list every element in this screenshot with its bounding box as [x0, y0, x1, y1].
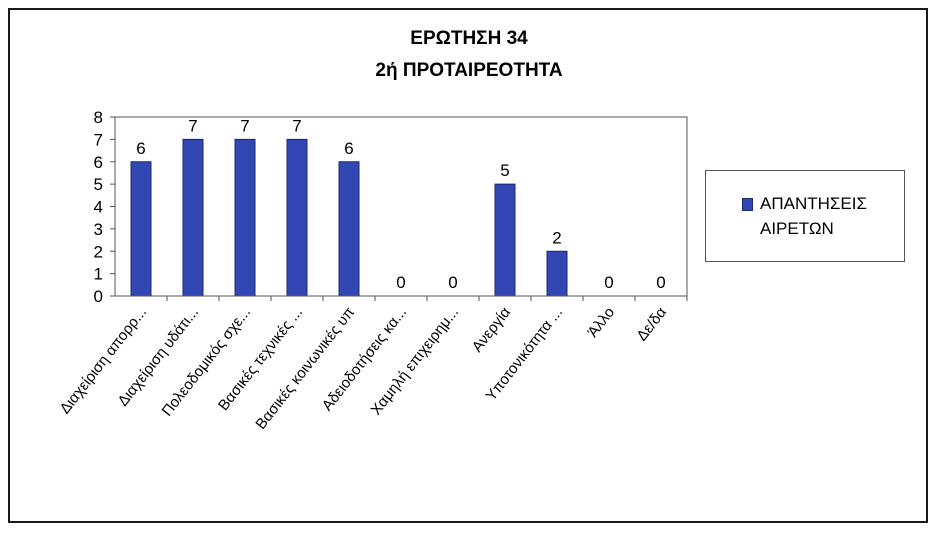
data-label: 6	[136, 139, 145, 158]
data-label: 0	[656, 273, 665, 292]
x-tick-label: Άλλο	[584, 304, 618, 341]
x-tick-label: Ανεργία	[469, 304, 515, 356]
y-tick-label: 6	[94, 153, 103, 172]
y-tick-label: 5	[94, 175, 103, 194]
data-label: 7	[292, 116, 301, 135]
y-tick-label: 1	[94, 265, 103, 284]
bar	[546, 250, 568, 297]
bar	[338, 161, 360, 297]
bar	[234, 138, 256, 297]
y-tick-label: 8	[94, 108, 103, 127]
y-tick-label: 3	[94, 220, 103, 239]
y-axis: 0 1 2 3 4 5 6 7 8	[94, 108, 116, 306]
y-tick-label: 0	[94, 287, 103, 306]
x-tick-label: Διαχείριση απορρ...	[57, 304, 151, 417]
data-label: 7	[240, 116, 249, 135]
y-tick-label: 2	[94, 242, 103, 261]
x-tick-label: Δε/δα	[633, 304, 670, 345]
legend-swatch	[742, 198, 753, 211]
data-label: 5	[500, 161, 509, 180]
y-tick-label: 4	[94, 198, 103, 217]
data-label: 2	[552, 228, 561, 247]
data-label: 0	[396, 273, 405, 292]
y-tick-label: 7	[94, 130, 103, 149]
bar	[182, 138, 204, 297]
x-axis-labels: Διαχείριση απορρ...Διαχείριση υδάτι...Πο…	[57, 295, 688, 433]
chart-subtitle: 2ή ΠΡΟΤΑΙΡΕΟΤΗΤΑ	[375, 60, 563, 81]
chart-frame	[8, 8, 928, 523]
bar	[494, 183, 516, 297]
legend-label: ΑΠΑΝΤΗΣΕΙΣ ΑΙΡΕΤΩΝ	[760, 194, 867, 238]
bars: 6 7 7 7 6 0 0 5 2 0 0	[130, 116, 666, 297]
x-tick-label: Πολεοδομικός σχε...	[159, 304, 255, 420]
legend: ΑΠΑΝΤΗΣΕΙΣ ΑΙΡΕΤΩΝ	[705, 170, 905, 262]
data-label: 0	[448, 273, 457, 292]
data-label: 0	[604, 273, 613, 292]
chart-title: ΕΡΩΤΗΣΗ 34	[410, 28, 528, 49]
bar	[130, 161, 152, 297]
x-tick-label: Βασικές κοινωνικές υπ	[252, 304, 358, 433]
x-tick-label: Χαμηλή επιχειρημ...	[368, 304, 463, 418]
data-label: 7	[188, 116, 197, 135]
data-label: 6	[344, 139, 353, 158]
bar	[286, 138, 308, 297]
